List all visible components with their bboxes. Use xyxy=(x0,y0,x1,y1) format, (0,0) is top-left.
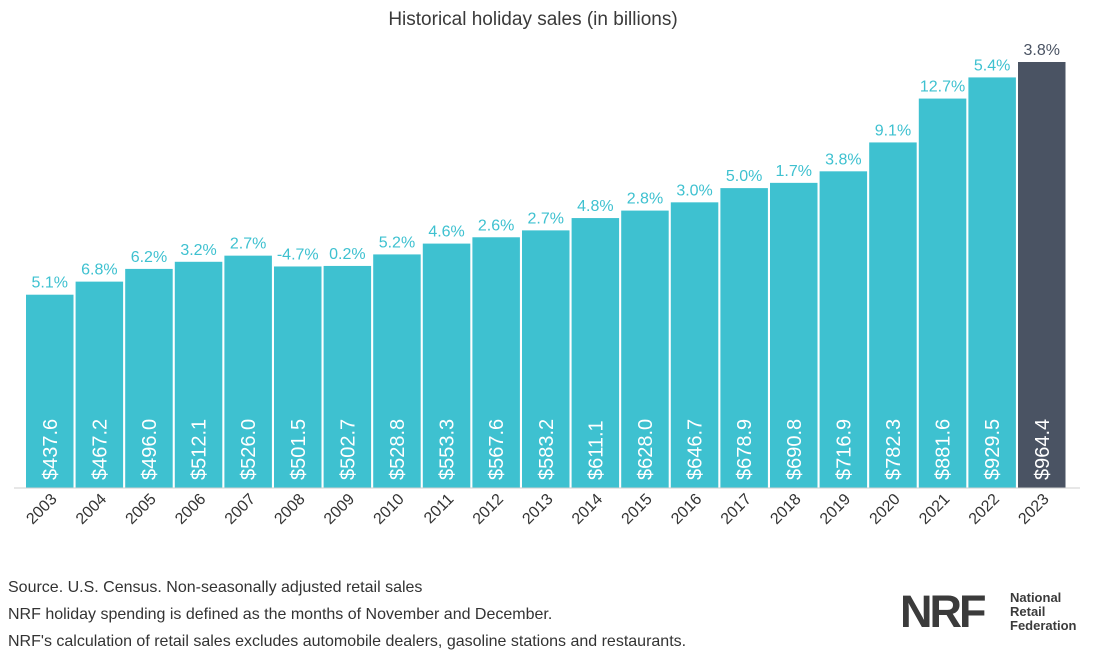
bar xyxy=(869,142,917,488)
nrf-logo-text: National Retail Federation xyxy=(1010,591,1076,633)
value-label: $467.2 xyxy=(89,419,111,480)
bar xyxy=(26,294,74,488)
x-tick-label: 2004 xyxy=(73,491,110,528)
value-label: $716.9 xyxy=(833,419,855,480)
value-label: $611.1 xyxy=(585,420,607,480)
bar xyxy=(125,268,173,488)
bar xyxy=(373,254,421,488)
growth-label: 5.1% xyxy=(32,275,68,292)
value-label: $528.8 xyxy=(387,419,409,480)
value-label: $567.6 xyxy=(486,419,508,480)
x-tick-label: 2018 xyxy=(767,491,804,528)
bar-chart: 5.1% $437.6 2003 6.8% $467.2 2004 6.2% $496.0 20… xyxy=(14,42,1080,528)
x-tick-label: 2017 xyxy=(718,491,755,528)
x-tick-label: 2009 xyxy=(321,491,358,528)
nrf-logo-mark: NRF xyxy=(900,586,987,637)
growth-label: 4.6% xyxy=(428,224,464,241)
value-label: $583.2 xyxy=(536,419,558,480)
value-label: $782.3 xyxy=(883,419,905,480)
x-tick-label: 2013 xyxy=(519,491,556,528)
bar xyxy=(720,188,768,488)
value-label: $496.0 xyxy=(139,419,161,480)
growth-label: 3.0% xyxy=(676,182,712,199)
bar xyxy=(422,243,471,488)
x-tick-label: 2020 xyxy=(867,491,904,528)
growth-label: 0.2% xyxy=(329,246,365,263)
value-label: $526.0 xyxy=(238,419,260,480)
chart-title: Historical holiday sales (in billions) xyxy=(388,9,678,30)
value-label: $437.6 xyxy=(40,419,62,480)
growth-label: 1.7% xyxy=(776,163,812,180)
growth-label: 5.2% xyxy=(379,234,415,251)
growth-label: 2.7% xyxy=(528,210,564,227)
value-label: $553.3 xyxy=(437,419,459,480)
bar xyxy=(918,98,967,489)
bar xyxy=(819,171,868,489)
x-tick-label: 2023 xyxy=(1015,491,1052,528)
x-tick-label: 2015 xyxy=(619,491,656,528)
growth-label: 2.7% xyxy=(230,236,266,253)
growth-label: 3.8% xyxy=(1024,42,1060,59)
bar xyxy=(472,237,520,488)
x-tick-label: 2011 xyxy=(421,491,457,527)
x-tick-label: 2003 xyxy=(23,491,60,528)
x-tick-label: 2022 xyxy=(966,491,1003,528)
footnote-source: Source. U.S. Census. Non-seasonally adju… xyxy=(8,579,423,596)
value-label: $646.7 xyxy=(685,419,707,480)
bar xyxy=(1018,62,1066,488)
bar xyxy=(174,261,223,488)
growth-label: 6.2% xyxy=(131,249,167,266)
value-label: $502.7 xyxy=(337,419,359,480)
growth-label: 9.1% xyxy=(875,122,911,139)
footnotes: Source. U.S. Census. Non-seasonally adju… xyxy=(8,574,686,655)
value-label: $512.1 xyxy=(189,419,211,480)
nrf-logo-line: Federation xyxy=(1010,618,1077,633)
bar xyxy=(224,255,272,488)
bar xyxy=(621,210,669,488)
value-label: $690.8 xyxy=(784,419,806,480)
bar xyxy=(274,266,322,488)
x-tick-label: 2008 xyxy=(271,491,308,528)
growth-label: 2.6% xyxy=(478,217,514,234)
bar xyxy=(522,230,570,488)
value-label: $929.5 xyxy=(982,419,1004,480)
x-tick-label: 2006 xyxy=(172,491,209,528)
growth-label: 3.2% xyxy=(180,242,216,259)
growth-label: 5.4% xyxy=(974,57,1010,74)
growth-label: 5.0% xyxy=(726,168,762,185)
footnote-definition: NRF holiday spending is defined as the m… xyxy=(8,606,553,623)
bar xyxy=(323,265,372,488)
x-tick-label: 2010 xyxy=(371,491,408,528)
value-label: $501.5 xyxy=(288,419,310,480)
footnote-exclusions: NRF's calculation of retail sales exclud… xyxy=(8,633,687,650)
value-label: $964.4 xyxy=(1032,419,1054,480)
bar xyxy=(770,182,818,488)
bar xyxy=(571,218,620,489)
bar xyxy=(75,281,124,488)
nrf-logo-line: Retail xyxy=(1010,604,1046,619)
nrf-logo: NRF National Retail Federation xyxy=(900,586,1090,637)
x-tick-label: 2016 xyxy=(668,491,705,528)
x-tick-label: 2021 xyxy=(916,491,953,528)
x-tick-label: 2012 xyxy=(470,491,507,528)
growth-label: 4.8% xyxy=(577,198,613,215)
bar xyxy=(670,202,719,488)
growth-label: -4.7% xyxy=(277,246,319,263)
x-tick-label: 2019 xyxy=(817,491,854,528)
value-label: $628.0 xyxy=(635,419,657,480)
nrf-logo-line: National xyxy=(1010,590,1062,605)
growth-label: 12.7% xyxy=(920,79,965,96)
x-tick-label: 2014 xyxy=(569,491,606,528)
value-label: $678.9 xyxy=(734,419,756,480)
growth-label: 6.8% xyxy=(81,262,117,279)
value-label: $881.6 xyxy=(933,419,955,480)
bar xyxy=(968,77,1016,489)
growth-label: 3.8% xyxy=(825,151,861,168)
x-tick-label: 2007 xyxy=(222,491,259,528)
x-tick-label: 2005 xyxy=(123,491,160,528)
growth-label: 2.8% xyxy=(627,191,663,208)
